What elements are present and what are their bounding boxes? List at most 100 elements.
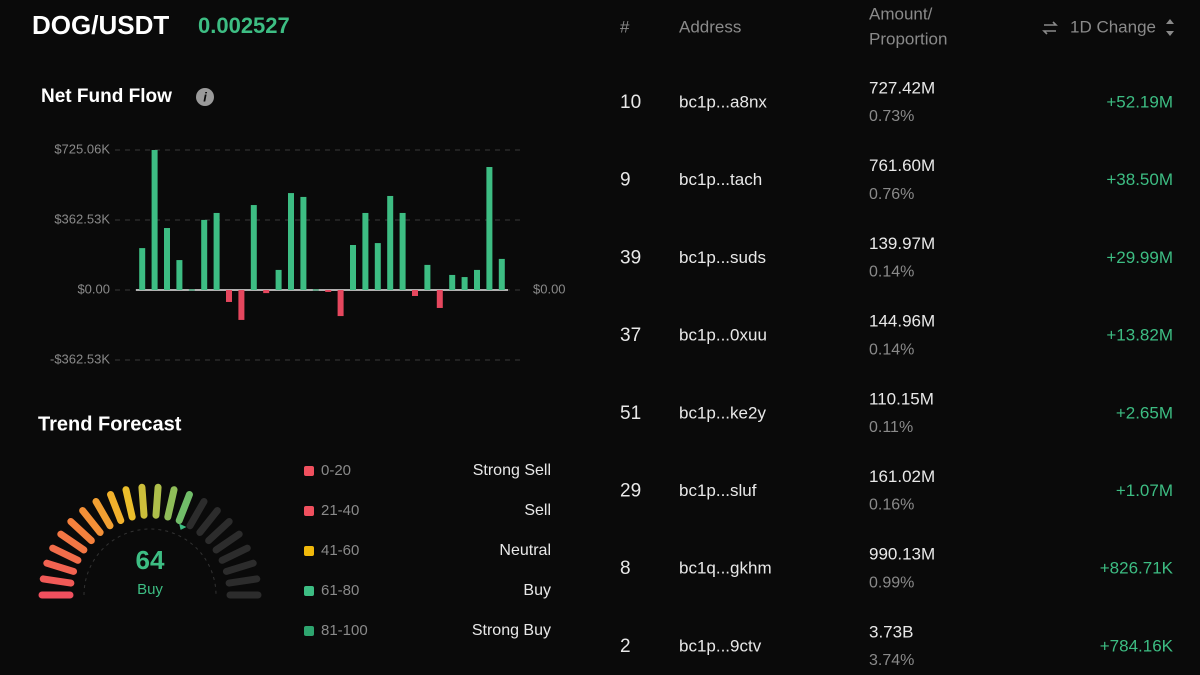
gauge-segment <box>67 518 95 545</box>
y-tick-label: $725.06K <box>54 141 110 156</box>
proportion: 0.76% <box>869 186 914 203</box>
y-tick-label-right: $0.00 <box>533 281 566 296</box>
rank: 29 <box>620 481 641 502</box>
gauge-segment <box>225 575 261 587</box>
bar <box>474 269 480 290</box>
change: +52.19M <box>1106 92 1173 111</box>
legend-range: 0-20 <box>321 462 351 479</box>
address: bc1p...sluf <box>679 481 757 500</box>
table-row[interactable]: 39 bc1p...suds 139.97M 0.14% +29.99M <box>620 234 1173 281</box>
table-row[interactable]: 51 bc1p...ke2y 110.15M 0.11% +2.65M <box>620 389 1173 436</box>
gauge-segment <box>43 559 78 575</box>
gauge-segment <box>186 497 208 530</box>
bar <box>350 245 356 290</box>
legend-label: Buy <box>523 582 551 599</box>
bar <box>449 274 456 290</box>
table-row[interactable]: 9 bc1p...tach 761.60M 0.76% +38.50M <box>620 156 1173 203</box>
rank: 10 <box>620 92 641 113</box>
bar <box>399 212 406 290</box>
col-change[interactable]: 1D Change <box>1070 17 1156 36</box>
gauge-segment <box>107 490 125 525</box>
proportion: 0.99% <box>869 574 914 591</box>
legend-range: 81-100 <box>321 622 368 639</box>
gauge-segment <box>122 486 136 521</box>
info-circle[interactable] <box>196 88 214 106</box>
bar <box>325 290 332 292</box>
bar <box>226 290 232 302</box>
change: +29.99M <box>1106 248 1173 267</box>
change: +2.65M <box>1116 403 1173 422</box>
amount: 727.42M <box>869 78 935 97</box>
table-row[interactable]: 10 bc1p...a8nx 727.42M 0.73% +52.19M <box>620 78 1173 125</box>
legend-swatch <box>304 586 314 596</box>
col-amount: Amount/ <box>869 4 933 23</box>
info-glyph[interactable]: i <box>203 89 207 104</box>
rank: 39 <box>620 247 641 268</box>
legend-range: 61-80 <box>321 582 359 599</box>
change: +826.71K <box>1100 559 1174 578</box>
sort-toggle[interactable] <box>1042 21 1058 35</box>
bar <box>188 289 195 291</box>
bar <box>300 196 307 290</box>
y-tick-label: $362.53K <box>54 211 110 226</box>
gauge-segment <box>39 575 75 587</box>
address: bc1p...ke2y <box>679 403 766 422</box>
bar <box>250 205 257 290</box>
sort-arrows[interactable] <box>1166 19 1174 36</box>
bar <box>387 195 394 290</box>
rank: 8 <box>620 558 631 579</box>
gauge-label: Buy <box>137 581 163 598</box>
bar <box>424 264 431 290</box>
info-icon[interactable]: i <box>196 88 214 106</box>
pair-title: DOG/USDT <box>32 10 169 40</box>
gauge-segment <box>79 507 104 536</box>
gauge-segment <box>57 530 88 554</box>
col-proportion: Proportion <box>869 29 947 48</box>
amount: 139.97M <box>869 234 935 253</box>
bar <box>436 290 443 308</box>
gauge-segment <box>196 507 221 536</box>
address: bc1p...0xuu <box>679 326 767 345</box>
bar <box>461 277 468 290</box>
rank: 37 <box>620 325 641 346</box>
bar <box>288 193 294 290</box>
amount: 161.02M <box>869 467 935 486</box>
proportion: 0.14% <box>869 341 914 358</box>
gauge-value: 64 <box>136 545 165 575</box>
table-row[interactable]: 37 bc1p...0xuu 144.96M 0.14% +13.82M <box>620 312 1173 359</box>
table-row[interactable]: 29 bc1p...sluf 161.02M 0.16% +1.07M <box>620 467 1173 514</box>
bar <box>151 150 158 290</box>
change: +13.82M <box>1106 326 1173 345</box>
y-tick-label: $0.00 <box>77 281 110 296</box>
amount: 761.60M <box>869 156 935 175</box>
address: bc1p...a8nx <box>679 92 767 111</box>
bar <box>238 290 245 320</box>
gauge-inner-arc <box>83 528 217 596</box>
change: +1.07M <box>1116 481 1173 500</box>
proportion: 0.14% <box>869 264 914 281</box>
gauge-segment <box>175 490 193 525</box>
gauge-segment <box>205 518 233 545</box>
table-row[interactable]: 2 bc1p...9ctv 3.73B 3.74% +784.16K <box>620 622 1174 669</box>
rank: 51 <box>620 403 641 424</box>
bar <box>164 228 170 290</box>
legend-swatch <box>304 506 314 516</box>
col-address: Address <box>679 17 741 36</box>
gauge-segment <box>49 544 82 564</box>
change: +38.50M <box>1106 170 1173 189</box>
proportion: 0.16% <box>869 497 914 514</box>
bar <box>337 290 344 317</box>
bar <box>486 167 493 290</box>
gauge <box>38 483 262 599</box>
table-row[interactable]: 8 bc1q...gkhm 990.13M 0.99% +826.71K <box>620 545 1174 592</box>
amount: 144.96M <box>869 312 935 331</box>
legend-swatch <box>304 546 314 556</box>
gauge-marker <box>179 523 187 530</box>
legend-swatch <box>304 626 314 636</box>
amount: 3.73B <box>869 622 913 641</box>
legend-range: 41-60 <box>321 542 359 559</box>
gauge-segment <box>138 483 148 519</box>
swap-icon[interactable] <box>1042 21 1058 35</box>
